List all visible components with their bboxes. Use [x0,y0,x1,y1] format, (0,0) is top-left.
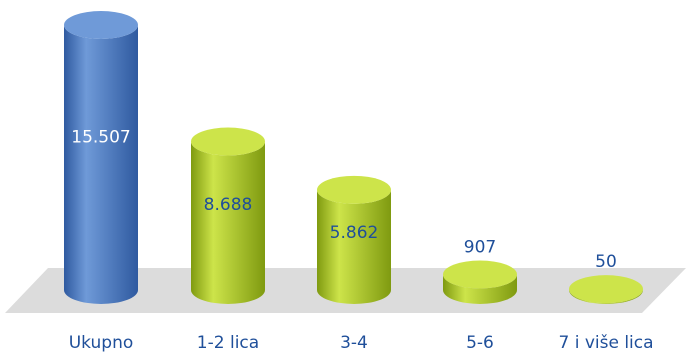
bar-body [443,274,517,304]
bar-top [443,260,517,289]
bar-top [64,11,138,39]
category-label: Ukupno [69,333,134,353]
category-label: 5-6 [466,333,494,353]
bar-1-2-lica [191,127,265,304]
bar-5-6 [443,260,517,304]
bar-body [64,25,138,304]
category-label: 7 i više lica [558,333,653,353]
data-label: 15.507 [71,127,130,147]
data-label: 8.688 [204,195,253,215]
data-label: 5.862 [330,223,379,243]
category-label: 1-2 lica [197,333,259,353]
bar-top [191,127,265,156]
bar-7-i-vi-e-lica [569,275,643,304]
bar-3-4 [317,175,391,304]
data-label: 50 [595,252,617,272]
bars-group [64,11,643,304]
data-label: 907 [464,238,496,258]
bar-top [569,275,643,304]
bar-body [191,141,265,304]
bar-ukupno [64,11,138,304]
labels-group: 15.507 Ukupno 8.688 1-2 lica 5.862 3-4 907 5-6 5… [69,127,654,353]
bar-body [317,189,391,304]
bar-top [317,175,391,204]
category-label: 3-4 [340,333,368,353]
